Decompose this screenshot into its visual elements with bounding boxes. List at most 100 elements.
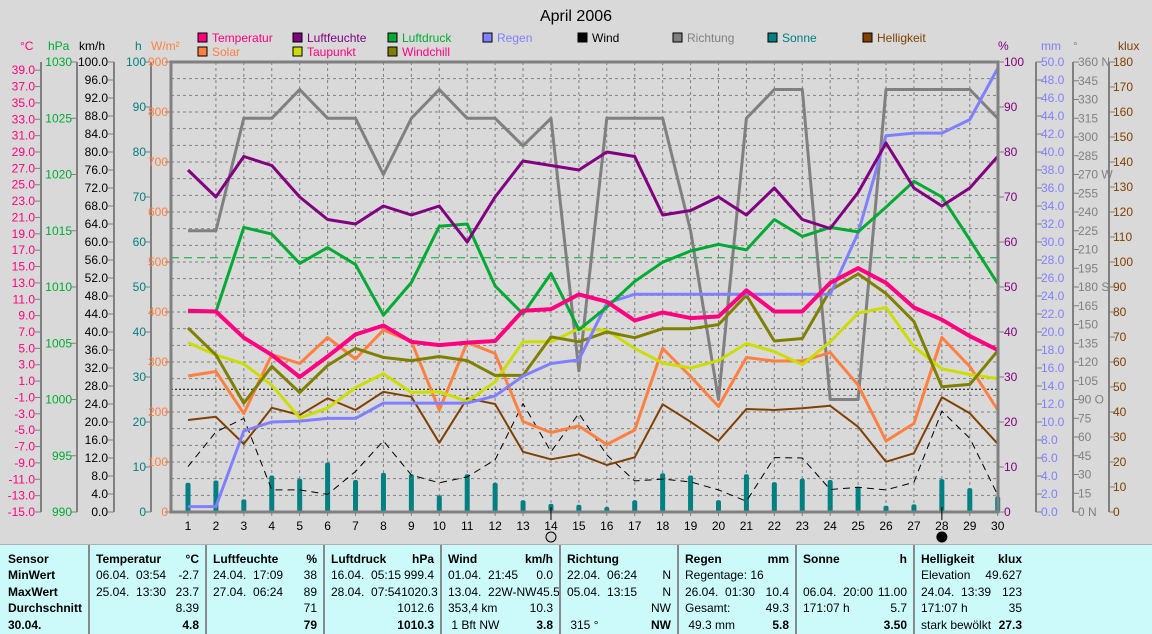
axis-tick-label: 20.0	[1041, 325, 1065, 339]
axis-tick-label: 60	[1113, 355, 1127, 369]
axis-unit-label: %	[998, 39, 1009, 53]
axis-tick-label: 31.0	[12, 129, 36, 143]
axis-tick-label: 10.0	[1041, 415, 1065, 429]
axis-tick-label: 50	[133, 280, 147, 294]
legend-swatch	[293, 33, 302, 42]
axis-unit-label: W/m²	[151, 39, 180, 53]
axis-tick-label: 80	[1113, 305, 1127, 319]
x-tick-label: 23	[796, 519, 810, 533]
axis-tick-label: 30	[1078, 468, 1092, 482]
axis-tick-label: 300	[148, 355, 168, 369]
legend-label: Luftdruck	[402, 31, 452, 45]
x-tick-label: 1	[185, 519, 192, 533]
axis-tick-label: 5.0	[18, 341, 35, 355]
axis-tick-label: 120	[1113, 205, 1133, 219]
cell-value: 10.4	[766, 584, 789, 600]
legend-item-wind: Wind	[578, 31, 619, 45]
axis-tick-label: 8.0	[1041, 433, 1058, 447]
axis-tick-label: 90 O	[1078, 393, 1104, 407]
axis-tick-label: 170	[1113, 80, 1133, 94]
axis-tick-label: 1020	[45, 168, 72, 182]
legend-swatch	[198, 47, 207, 56]
legend-item-temperatur: Temperatur	[198, 31, 273, 45]
axis-tick-label: 44.0	[85, 307, 109, 321]
axis-tick-label: -3.0	[14, 407, 35, 421]
x-tick-label: 7	[352, 519, 359, 533]
legend-label: Wind	[592, 31, 619, 45]
axis-tick-label: 900	[148, 55, 168, 69]
axis-tick-label: 16.0	[85, 433, 109, 447]
axis-tick-label: 140	[1113, 155, 1133, 169]
axis-tick-label: 255	[1078, 186, 1098, 200]
axis-tick-label: 96.0	[85, 73, 109, 87]
table-row: 1012.6	[331, 600, 434, 616]
axis-tick-label: 285	[1078, 149, 1098, 163]
cell-value: 45.5	[536, 584, 559, 600]
cell-label: Regentage: 16	[685, 567, 764, 583]
axis-tick-label: 105	[1078, 374, 1098, 388]
sun-bar	[437, 495, 442, 512]
legend-swatch	[388, 47, 397, 56]
axis-tick-label: 160	[1113, 105, 1133, 119]
axis-tick-label: 46.0	[1041, 91, 1065, 105]
full-moon-icon	[546, 532, 556, 542]
cell-label: 26.04. 01:30	[685, 584, 755, 600]
cell-label: 1 Bft NW	[448, 617, 499, 633]
axis-unit-label: km/h	[79, 39, 105, 53]
legend-swatch	[768, 33, 777, 42]
cell-value: NW	[651, 617, 671, 633]
axis-tick-label: 30	[133, 370, 147, 384]
table-row: 1 Bft NW 3.8	[448, 617, 553, 633]
axis-tick-label: 72.0	[85, 181, 109, 195]
axis-tick-label: 0	[1113, 505, 1120, 519]
x-tick-label: 24	[823, 519, 837, 533]
axis-tick-label: 0.0	[1041, 505, 1058, 519]
cell-value: 0.0	[536, 567, 553, 583]
cell-value: 123	[1002, 584, 1022, 600]
sun-bar	[744, 474, 749, 512]
legend-item-luftdruck: Luftdruck	[388, 31, 452, 45]
x-tick-label: 28	[935, 519, 949, 533]
axis-tick-label: 100.0	[78, 55, 108, 69]
axis-tick-label: 50	[1004, 280, 1018, 294]
table-row: 3.50	[803, 617, 907, 633]
axis-tick-label: 12.0	[85, 451, 109, 465]
axis-unit-label: klux	[1118, 39, 1139, 53]
axis-tick-label: 44.0	[1041, 109, 1065, 123]
axis-tick-label: 1.0	[18, 374, 35, 388]
axis-tick-label: 45	[1078, 449, 1092, 463]
x-tick-label: 26	[879, 519, 893, 533]
x-tick-label: 13	[516, 519, 530, 533]
x-tick-label: 4	[268, 519, 275, 533]
axis-tick-label: 28.0	[85, 379, 109, 393]
axis-tick-label: 400	[148, 305, 168, 319]
x-tick-label: 21	[740, 519, 754, 533]
axis-tick-label: 35.0	[12, 96, 36, 110]
cell-value: 3.8	[536, 617, 553, 633]
cell-value: 89	[304, 584, 317, 600]
table-row: MaxWert	[8, 584, 82, 600]
cell-value: 5.7	[890, 600, 907, 616]
axis-wind: km/h100.096.092.088.084.080.076.072.068.…	[78, 39, 114, 519]
x-tick-label: 11	[461, 519, 474, 533]
cell-label: 315 °	[567, 617, 599, 633]
cell-label: 24.04. 13:39	[921, 584, 991, 600]
x-tick-label: 3	[240, 519, 247, 533]
axis-tick-label: 42.0	[1041, 127, 1065, 141]
axis-tick-label: 70	[1004, 190, 1018, 204]
